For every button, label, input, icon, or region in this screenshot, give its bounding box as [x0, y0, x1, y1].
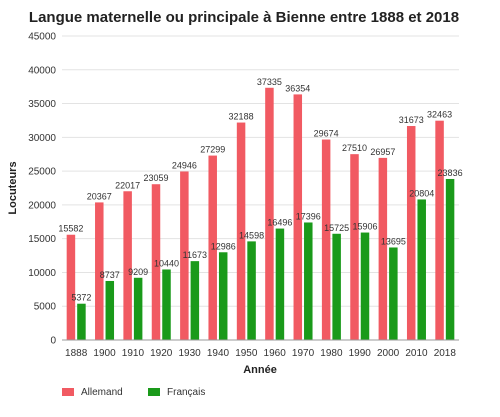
bar-francais-2010	[417, 199, 426, 340]
data-label: 32463	[427, 110, 452, 120]
data-label: 17396	[296, 211, 321, 221]
x-tick-label: 2010	[405, 348, 428, 359]
y-tick-label: 40000	[28, 65, 56, 76]
data-labels: 15582 5372 20367 8737 22017 9209 23059 10440 249…	[58, 77, 462, 303]
x-tick-label: 1888	[65, 348, 88, 359]
y-tick-label: 35000	[28, 99, 56, 110]
data-label: 15906	[352, 222, 377, 232]
data-label: 20804	[409, 188, 434, 198]
bar-allemand-1970	[293, 94, 303, 340]
bar-allemand-1888	[66, 234, 76, 340]
x-axis-title: Année	[243, 364, 277, 376]
data-label: 11673	[183, 250, 207, 260]
bar-francais-1950	[247, 241, 256, 340]
data-label: 8737	[100, 270, 120, 280]
y-tick-label: 25000	[28, 167, 56, 178]
data-label: 20367	[87, 191, 112, 201]
bar-allemand-1960	[265, 87, 274, 340]
data-label: 5372	[71, 293, 91, 303]
bar-francais-1930	[190, 261, 200, 340]
data-label: 15725	[324, 223, 349, 233]
data-label: 31673	[399, 115, 424, 125]
x-tick-label: 1990	[349, 348, 372, 359]
y-tick-label: 10000	[28, 268, 56, 279]
x-tick-label: 1920	[150, 348, 173, 359]
bar-allemand-1940	[208, 155, 217, 340]
bar-francais-1960	[275, 228, 285, 340]
data-label: 13695	[381, 236, 406, 246]
data-label: 23836	[438, 168, 463, 178]
x-tick-label: 1950	[235, 348, 258, 359]
data-label: 24946	[172, 160, 197, 170]
data-label: 12986	[211, 241, 236, 251]
data-label: 9209	[128, 267, 148, 277]
x-tick-label: 1910	[122, 348, 145, 359]
x-tick-label: 1930	[178, 348, 201, 359]
data-label: 32188	[229, 112, 254, 122]
x-tick-label: 1940	[207, 348, 230, 359]
legend-swatch-allemand	[62, 388, 74, 396]
bar-allemand-1910	[123, 191, 132, 340]
bars	[66, 87, 455, 341]
y-tick-label: 0	[50, 336, 56, 347]
x-axis-ticks: 1888 1900 1910 1920 1930 1940 1950 1960 1970 1980…	[65, 348, 456, 359]
bar-francais-1920	[162, 269, 171, 340]
legend-label-allemand: Allemand	[81, 387, 123, 398]
bar-allemand-2000	[378, 157, 388, 340]
bar-francais-1990	[360, 232, 370, 340]
x-tick-label: 2000	[377, 348, 400, 359]
x-tick-label: 1960	[264, 348, 287, 359]
data-label: 15582	[58, 224, 83, 234]
bar-francais-1910	[133, 277, 143, 340]
data-label: 26957	[370, 147, 395, 157]
data-label: 37335	[257, 77, 282, 87]
bar-francais-1980	[332, 233, 341, 340]
data-label: 27299	[200, 145, 225, 155]
chart-title: Langue maternelle ou principale à Bienne…	[29, 9, 459, 26]
data-label: 14598	[239, 230, 264, 240]
bar-allemand-2010	[406, 126, 416, 341]
x-tick-label: 2018	[434, 348, 457, 359]
x-tick-label: 1970	[292, 348, 315, 359]
y-tick-label: 30000	[28, 133, 56, 144]
legend-label-francais: Français	[167, 387, 205, 398]
data-label: 23059	[143, 173, 168, 183]
data-label: 36354	[285, 83, 310, 93]
legend: Allemand Français	[62, 387, 205, 398]
bar-francais-1940	[218, 252, 228, 340]
data-label: 29674	[314, 129, 339, 139]
bar-allemand-1900	[95, 202, 104, 340]
y-tick-label: 5000	[34, 302, 57, 313]
data-label: 10440	[154, 258, 179, 268]
y-axis-title: Locuteurs	[7, 161, 19, 214]
data-label: 16496	[267, 218, 292, 228]
bar-francais-1888	[77, 303, 86, 340]
bar-francais-2018	[445, 178, 455, 340]
bar-allemand-1990	[350, 154, 359, 340]
legend-swatch-francais	[148, 388, 160, 396]
x-tick-label: 1900	[93, 348, 116, 359]
bar-allemand-1930	[180, 171, 189, 340]
bar-francais-2000	[389, 247, 398, 340]
bar-allemand-1980	[321, 139, 331, 340]
data-label: 22017	[115, 180, 140, 190]
bar-francais-1900	[105, 280, 115, 340]
bar-allemand-2018	[435, 120, 444, 340]
y-axis-ticks: 0 5000 10000 15000 20000 25000 30000 35000 40000…	[28, 32, 56, 347]
bar-allemand-1950	[236, 122, 246, 340]
y-tick-label: 45000	[28, 32, 56, 43]
y-tick-label: 20000	[28, 200, 56, 211]
data-label: 27510	[342, 143, 367, 153]
bar-francais-1970	[304, 222, 313, 340]
bar-allemand-1920	[151, 184, 161, 340]
x-tick-label: 1980	[320, 348, 343, 359]
y-tick-label: 15000	[28, 234, 56, 245]
